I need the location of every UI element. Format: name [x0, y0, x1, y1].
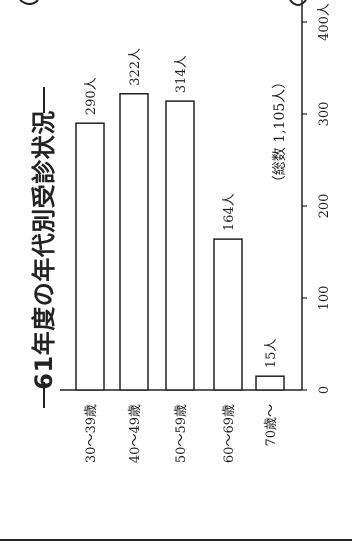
category-label: 50～59歳 [174, 404, 189, 463]
category-label: 30～39歳 [84, 404, 99, 463]
bar-value-label: 290人 [84, 77, 99, 115]
bar [75, 122, 105, 391]
bar-value-label: 314人 [174, 55, 189, 93]
category-label: 40～49歳 [128, 404, 143, 463]
category-label: 70歳～ [264, 404, 279, 447]
value-axis-tick-label: 200 [317, 194, 332, 219]
bar [165, 100, 195, 391]
top-corner-decoration-right [289, 0, 307, 6]
bar [255, 375, 285, 391]
title-group: 61年度の年代別受診状況 [30, 87, 58, 408]
value-axis-tick-label: 0 [317, 386, 332, 394]
bar-value-label: 164人 [222, 193, 237, 231]
value-axis-tick-label: 400人 [317, 3, 332, 41]
category-label: 60～69歳 [222, 404, 237, 463]
value-axis-tick-label: 100 [317, 286, 332, 311]
bar-value-label: 322人 [128, 48, 143, 86]
bar [213, 238, 243, 391]
bar-value-label: 15人 [264, 339, 279, 369]
top-corner-decoration-left [19, 0, 39, 5]
plot-area: 0 100 200 300 400人 290人 30～39歳 322人 40～49歳 314人 50… [60, 0, 332, 463]
bar [119, 93, 149, 391]
chart-title: 61年度の年代別受診状況 [30, 110, 58, 389]
total-annotation: （総数 1,105人） [272, 75, 288, 190]
value-axis-tick-label: 300 [317, 102, 332, 127]
